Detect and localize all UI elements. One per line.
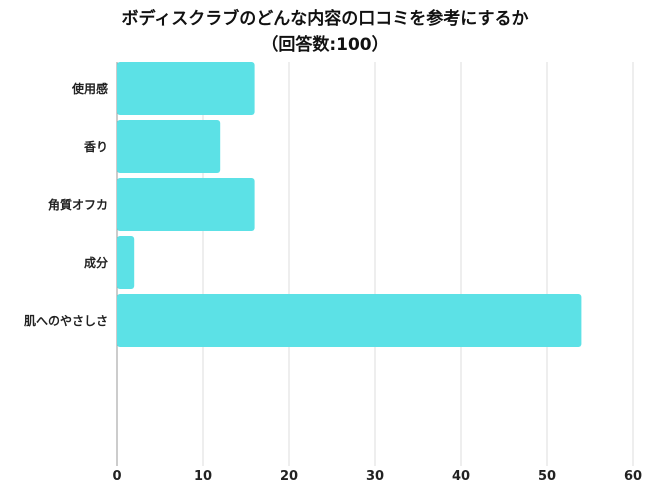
bar (117, 294, 582, 347)
bar (117, 178, 255, 231)
bar (117, 236, 135, 289)
category-label: 肌へのやさしさ (23, 313, 108, 328)
bar (117, 120, 221, 173)
x-tick-label: 10 (194, 469, 212, 484)
x-tick-label: 50 (538, 469, 556, 484)
subtitle-text: （回答数:100） (261, 35, 389, 55)
x-tick-label: 20 (280, 469, 298, 484)
bar (117, 62, 255, 115)
category-label: 香り (83, 139, 108, 154)
chart-title: ボディスクラブのどんな内容の口コミを参考にするか （回答数:100） (0, 6, 650, 58)
category-label: 角質オフカ (48, 197, 108, 212)
x-tick-label: 40 (452, 469, 470, 484)
title-text: ボディスクラブのどんな内容の口コミを参考にするか (121, 9, 529, 29)
x-tick-label: 0 (112, 469, 121, 484)
x-tick-label: 30 (366, 469, 384, 484)
category-label: 使用感 (71, 81, 108, 96)
x-tick-label: 60 (624, 469, 642, 484)
category-label: 成分 (84, 255, 108, 270)
